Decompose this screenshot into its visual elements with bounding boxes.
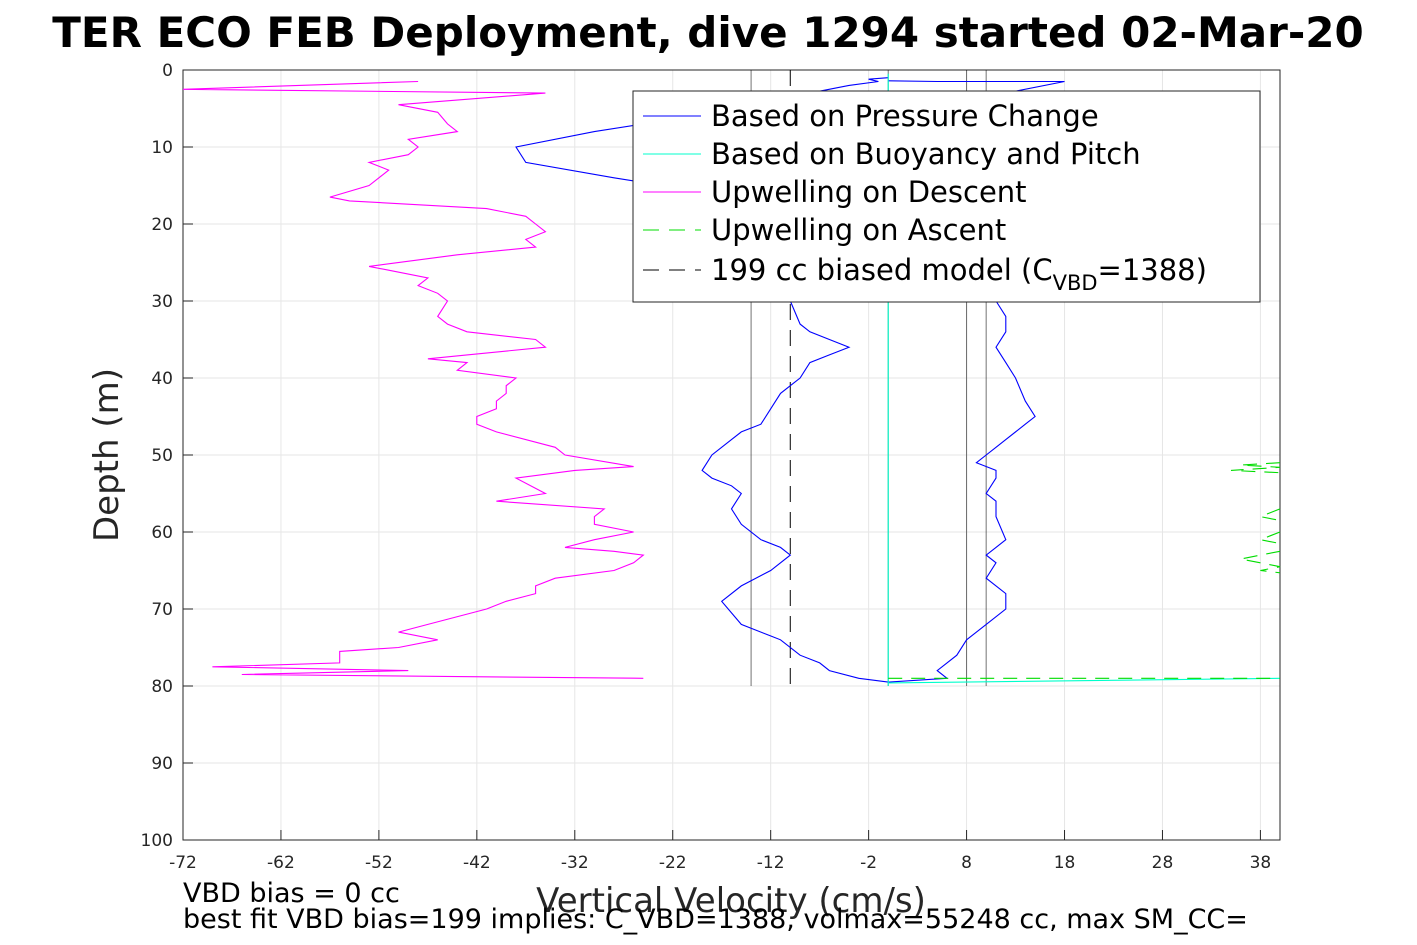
y-tick-label: 10: [151, 138, 173, 158]
y-tick-label: 20: [151, 215, 173, 235]
x-tick-label: -42: [463, 853, 491, 873]
x-tick-label: -32: [561, 853, 589, 873]
legend: Based on Pressure Change Based on Buoyan…: [632, 90, 1261, 303]
x-tick-label: -72: [169, 853, 197, 873]
x-tick-label: -12: [757, 853, 785, 873]
x-tick-label: 38: [1250, 853, 1272, 873]
series-line: [1258, 508, 1281, 522]
y-axis-label: Depth (m): [87, 368, 127, 542]
y-tick-labels: 0 10 20 30 40 50 60 70 80 90 100: [141, 61, 173, 851]
x-tick-label: -62: [267, 853, 295, 873]
legend-label-model: 199 cc biased model (CVBD=1388): [711, 253, 1207, 295]
legend-label-model-prefix: 199 cc biased model (C: [711, 253, 1053, 287]
legend-label-buoyancy: Based on Buoyancy and Pitch: [711, 137, 1141, 171]
y-tick-label: 70: [151, 600, 173, 620]
x-tick-label: -2: [860, 853, 877, 873]
plot-area: [182, 69, 1281, 841]
series-line: [888, 677, 1281, 684]
y-tick-label: 100: [141, 831, 173, 851]
x-tick-label: 18: [1054, 853, 1076, 873]
legend-box: [632, 90, 1261, 303]
y-tick-label: 50: [151, 446, 173, 466]
y-tick-label: 40: [151, 369, 173, 389]
x-tick-label: 28: [1152, 853, 1174, 873]
x-tick-label: -22: [659, 853, 687, 873]
chart-title: TER ECO FEB Deployment, dive 1294 starte…: [52, 8, 1363, 57]
series-line: [1230, 462, 1281, 474]
legend-label-model-suffix: =1388): [1098, 253, 1207, 287]
y-tick-label: 0: [162, 61, 173, 81]
x-tick-label: 8: [961, 853, 972, 873]
series-line: [888, 300, 1036, 683]
y-tick-label: 60: [151, 523, 173, 543]
x-tick-label: -52: [365, 853, 393, 873]
vbd-bias-note: VBD bias = 0 cc: [183, 878, 400, 909]
legend-label-descent: Upwelling on Descent: [711, 175, 1027, 209]
legend-label-model-sub: VBD: [1053, 271, 1098, 295]
legend-label-pressure: Based on Pressure Change: [711, 99, 1099, 133]
series-line: [1240, 550, 1281, 574]
best-fit-note: best fit VBD bias=199 implies: C_VBD=138…: [183, 904, 1248, 935]
y-tick-label: 80: [151, 677, 173, 697]
series-line: [182, 80, 645, 679]
series-line: [701, 300, 889, 683]
legend-label-ascent: Upwelling on Ascent: [711, 213, 1006, 247]
y-tick-label: 30: [151, 292, 173, 312]
x-tick-labels: -72 -62 -52 -42 -32 -22 -12 -2 8 18 28 38: [169, 853, 1271, 873]
y-tick-label: 90: [151, 754, 173, 774]
x-axis-label: Vertical Velocity (cm/s): [536, 881, 926, 921]
series-line: [1258, 531, 1281, 545]
